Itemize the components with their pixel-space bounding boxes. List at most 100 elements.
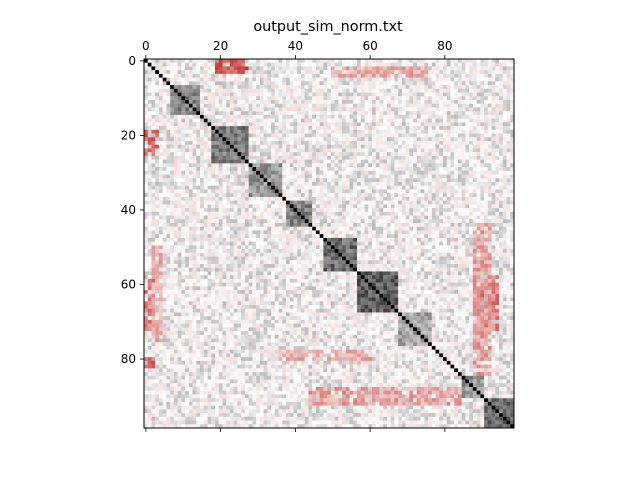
heatmap-cell xyxy=(192,114,197,119)
heatmap-cell xyxy=(215,111,219,116)
heatmap-cell xyxy=(502,107,507,112)
heatmap-cell xyxy=(177,126,182,130)
heatmap-cell xyxy=(390,163,395,168)
heatmap-cell xyxy=(375,152,380,157)
heatmap-cell xyxy=(349,73,354,78)
heatmap-cell xyxy=(286,88,290,93)
heatmap-cell xyxy=(401,66,406,71)
heatmap-cell xyxy=(342,211,346,216)
heatmap-cell xyxy=(457,85,462,89)
heatmap-cell xyxy=(476,182,481,186)
heatmap-cell xyxy=(420,62,425,67)
heatmap-cell xyxy=(330,234,335,239)
heatmap-cell xyxy=(349,103,354,108)
heatmap-cell xyxy=(312,144,317,149)
heatmap-cell xyxy=(457,73,462,78)
heatmap-cell xyxy=(499,111,503,116)
heatmap-cell xyxy=(472,100,477,104)
heatmap-cell xyxy=(446,70,451,75)
heatmap-cell xyxy=(390,107,395,112)
heatmap-cell xyxy=(207,196,212,201)
heatmap-cell xyxy=(431,152,436,157)
heatmap-cell xyxy=(278,133,283,138)
heatmap-cell xyxy=(461,163,466,168)
heatmap-cell xyxy=(252,88,257,93)
heatmap-cell xyxy=(379,174,384,179)
heatmap-cell xyxy=(293,73,298,78)
heatmap-cell xyxy=(383,111,388,116)
heatmap-cell xyxy=(259,100,264,104)
heatmap-cell xyxy=(166,88,171,93)
heatmap-cell xyxy=(229,129,234,134)
heatmap-cell xyxy=(226,85,231,89)
heatmap-cell xyxy=(188,237,193,242)
heatmap-cell xyxy=(188,73,193,78)
heatmap-cell xyxy=(450,215,455,220)
heatmap-cell xyxy=(196,167,201,171)
heatmap-cell xyxy=(312,62,317,67)
heatmap-cell xyxy=(211,66,216,71)
heatmap-cell xyxy=(375,196,380,201)
heatmap-cell xyxy=(424,230,429,235)
heatmap-cell xyxy=(431,241,436,246)
heatmap-cell xyxy=(203,211,208,216)
heatmap-cell xyxy=(450,163,455,168)
heatmap-cell xyxy=(510,59,515,63)
heatmap-cell xyxy=(420,234,425,239)
heatmap-cell xyxy=(405,141,410,145)
heatmap-cell xyxy=(192,144,197,149)
heatmap-cell xyxy=(409,155,414,160)
heatmap-cell xyxy=(200,193,204,198)
heatmap-cell xyxy=(413,126,417,130)
heatmap-cell xyxy=(506,96,511,101)
heatmap-cell xyxy=(495,226,500,231)
heatmap-cell xyxy=(177,62,182,67)
heatmap-cell xyxy=(170,152,175,157)
heatmap-cell xyxy=(472,174,477,179)
heatmap-cell xyxy=(349,211,354,216)
heatmap-cell xyxy=(405,88,410,93)
heatmap-cell xyxy=(416,152,421,157)
heatmap-cell xyxy=(185,152,189,157)
heatmap-cell xyxy=(491,155,496,160)
heatmap-cell xyxy=(435,237,440,242)
heatmap-cell xyxy=(330,73,335,78)
heatmap-cell xyxy=(192,204,197,209)
heatmap-cell xyxy=(420,77,425,82)
heatmap-cell xyxy=(241,193,246,198)
heatmap-cell xyxy=(185,237,189,242)
heatmap-cell xyxy=(416,114,421,119)
heatmap-cell xyxy=(334,178,339,183)
heatmap-cell xyxy=(319,170,324,175)
heatmap-cell xyxy=(461,170,466,175)
heatmap-cell xyxy=(323,73,328,78)
heatmap-cell xyxy=(274,66,279,71)
heatmap-cell xyxy=(401,159,406,164)
heatmap-cell xyxy=(177,196,182,201)
heatmap-cell xyxy=(282,241,287,246)
heatmap-cell xyxy=(222,230,227,235)
heatmap-cell xyxy=(151,226,156,231)
heatmap-cell xyxy=(480,230,485,235)
heatmap-cell xyxy=(297,88,302,93)
heatmap-cell xyxy=(502,208,507,212)
heatmap-cell xyxy=(323,133,328,138)
heatmap-cell xyxy=(274,167,279,171)
heatmap-cell xyxy=(457,126,462,130)
heatmap-cell xyxy=(368,241,373,246)
heatmap-cell xyxy=(398,100,403,104)
heatmap-cell xyxy=(211,163,216,168)
heatmap-cell xyxy=(274,81,279,86)
heatmap-cell xyxy=(286,77,290,82)
heatmap-cell xyxy=(151,152,156,157)
heatmap-cell xyxy=(222,237,227,242)
heatmap-cell xyxy=(334,241,339,246)
heatmap-cell xyxy=(211,148,216,153)
heatmap-cell xyxy=(263,204,268,209)
heatmap-cell xyxy=(200,118,204,123)
heatmap-cell xyxy=(409,88,414,93)
heatmap-cell xyxy=(177,182,182,186)
heatmap-cell xyxy=(330,141,335,145)
heatmap-cell xyxy=(226,182,231,186)
heatmap-cell xyxy=(383,159,388,164)
